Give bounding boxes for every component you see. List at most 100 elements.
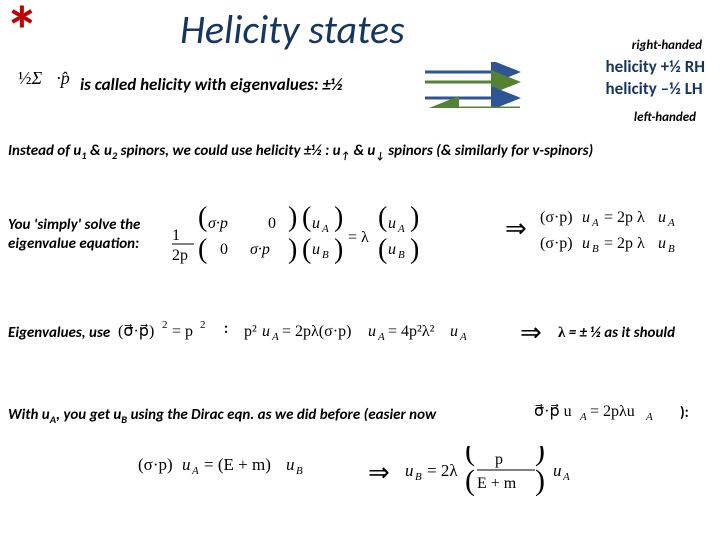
svg-text:p: p (495, 451, 503, 468)
svg-text:u: u (388, 241, 396, 258)
svg-text:B: B (668, 243, 675, 255)
svg-text:(: ( (198, 206, 207, 233)
svg-text:B: B (296, 465, 303, 477)
svg-text:): ) (535, 464, 545, 496)
svg-text:(: ( (378, 206, 387, 233)
svg-text:u: u (388, 215, 396, 232)
solve-l1: You 'simply' solve the (8, 216, 140, 234)
asterisk-marker: * (5, 0, 39, 73)
svg-text:= p: = p (172, 323, 193, 340)
svg-text:1: 1 (172, 227, 180, 244)
svg-text:(: ( (378, 234, 387, 265)
svg-text:σ⃗·p⃗ u: σ⃗·p⃗ u (534, 403, 572, 420)
result-equations-right: (σ·p) u A = 2p λ u A (σ·p) u B = 2p λ u … (540, 204, 710, 263)
svg-text:(: ( (302, 206, 311, 233)
helicity-values: helicity +½ RH helicity –½ LH (606, 56, 705, 100)
svg-text:A: A (591, 217, 599, 229)
implies-arrow-1: ⇒ (505, 214, 527, 244)
svg-text:p²: p² (244, 323, 257, 340)
svg-text:u: u (312, 241, 320, 258)
right-handed-label: right-handed (632, 38, 702, 53)
svg-text:σ·p: σ·p (208, 215, 228, 232)
final-eq-right: u B = 2λ ( ( p E + m ) ) u A (405, 446, 635, 501)
svg-text:u: u (286, 455, 295, 474)
svg-text:A: A (459, 331, 467, 343)
svg-text:σ·p: σ·p (250, 241, 270, 258)
svg-text:E + m: E + m (477, 475, 517, 492)
helicity-minus: helicity –½ LH (606, 78, 705, 100)
svg-text:u: u (405, 461, 414, 480)
helicity-plus: helicity +½ RH (606, 56, 705, 78)
svg-text:): ) (288, 234, 297, 265)
svg-text:= 2p λ: = 2p λ (604, 235, 645, 252)
svg-text:= λ: = λ (348, 229, 369, 246)
helicity-definition: is called helicity with eigenvalues: ±½ (80, 74, 343, 95)
svg-text:): ) (334, 234, 343, 265)
svg-text:u: u (182, 455, 191, 474)
svg-text:u: u (262, 323, 270, 340)
solve-intro: You 'simply' solve the eigenvalue equati… (8, 216, 140, 254)
svg-text:A: A (579, 411, 587, 423)
svg-text:(σ·p): (σ·p) (138, 455, 173, 474)
svg-text:(σ⃗·p⃗): (σ⃗·p⃗) (118, 323, 154, 340)
implies-arrow-3: ⇒ (368, 458, 390, 488)
svg-text:): ) (288, 206, 297, 233)
implies-arrow-2: ⇒ (520, 318, 542, 348)
with-ua-text: With uA, you get uB using the Dirac eqn.… (8, 406, 436, 426)
svg-text:B: B (415, 471, 422, 483)
final-eq-left: (σ·p) u A = (E + m) u B (138, 450, 364, 485)
svg-text:B: B (398, 249, 405, 261)
svg-text:0: 0 (220, 241, 228, 258)
helicity-arrows (420, 62, 530, 113)
svg-text:u: u (368, 323, 376, 340)
svg-text:= (E + m): = (E + m) (204, 455, 271, 474)
svg-text:= 2pλu: = 2pλu (590, 403, 635, 420)
sigma-p-squared: (σ⃗·p⃗) 2 = p 2 (118, 318, 222, 349)
lambda-result: λ = ± ½ as it should (558, 324, 675, 342)
svg-text:(σ·p): (σ·p) (540, 235, 573, 252)
svg-text:(: ( (302, 234, 311, 265)
svg-text:= 2λ: = 2λ (427, 461, 458, 480)
svg-text:(σ·p): (σ·p) (540, 209, 573, 226)
svg-text:A: A (377, 331, 385, 343)
page-title: Helicity states (180, 5, 405, 54)
eigenvalue-equation-matrix: 1 2p ( ( σ·p 0 0 σ·p ) ) ( ( u A u B ) )… (172, 206, 502, 271)
svg-text:A: A (667, 217, 675, 229)
svg-text:u: u (658, 209, 666, 226)
svg-text:B: B (592, 243, 599, 255)
svg-text:A: A (645, 411, 653, 423)
svg-text:B: B (322, 249, 329, 261)
svg-text:A: A (191, 465, 199, 477)
svg-text:(: ( (465, 464, 475, 496)
svg-text:u: u (582, 235, 590, 252)
svg-text:A: A (562, 471, 570, 483)
svg-text:= 2p λ: = 2p λ (604, 209, 645, 226)
svg-text:): ) (410, 206, 419, 233)
svg-text:): ) (334, 206, 343, 233)
svg-text:0: 0 (268, 215, 276, 232)
svg-text:A: A (397, 223, 405, 235)
svg-text:(: ( (198, 234, 207, 265)
svg-text:u: u (553, 461, 562, 480)
svg-text:): ) (410, 234, 419, 265)
svg-text:A: A (321, 223, 329, 235)
eigenvalues-intro: Eigenvalues, use (8, 324, 110, 342)
svg-text:A: A (271, 331, 279, 343)
sigma-p-operator: ½Σ⃗·p̂ (18, 68, 70, 89)
svg-text:2p: 2p (172, 247, 188, 264)
instead-text: Instead of u1 & u2 spinors, we could use… (8, 142, 593, 162)
svg-text:u: u (312, 215, 320, 232)
svg-text:= 4p²λ²: = 4p²λ² (388, 323, 435, 340)
svg-text:u: u (582, 209, 590, 226)
closing-paren: ): (680, 404, 689, 422)
eigenvalue-chain: p² u A = 2pλ(σ·p) u A = 4p²λ² u A (244, 318, 520, 349)
svg-text:= 2pλ(σ·p): = 2pλ(σ·p) (282, 323, 351, 340)
solve-l2: eigenvalue equation: (8, 235, 139, 253)
svg-text:2: 2 (162, 319, 168, 331)
svg-text:u: u (658, 235, 666, 252)
colon-1: : (224, 320, 228, 338)
sigma-p-ua-eq: σ⃗·p⃗ u A = 2pλu A (534, 398, 680, 429)
svg-text:u: u (450, 323, 458, 340)
left-handed-label: left-handed (634, 110, 696, 125)
svg-text:2: 2 (200, 319, 206, 331)
